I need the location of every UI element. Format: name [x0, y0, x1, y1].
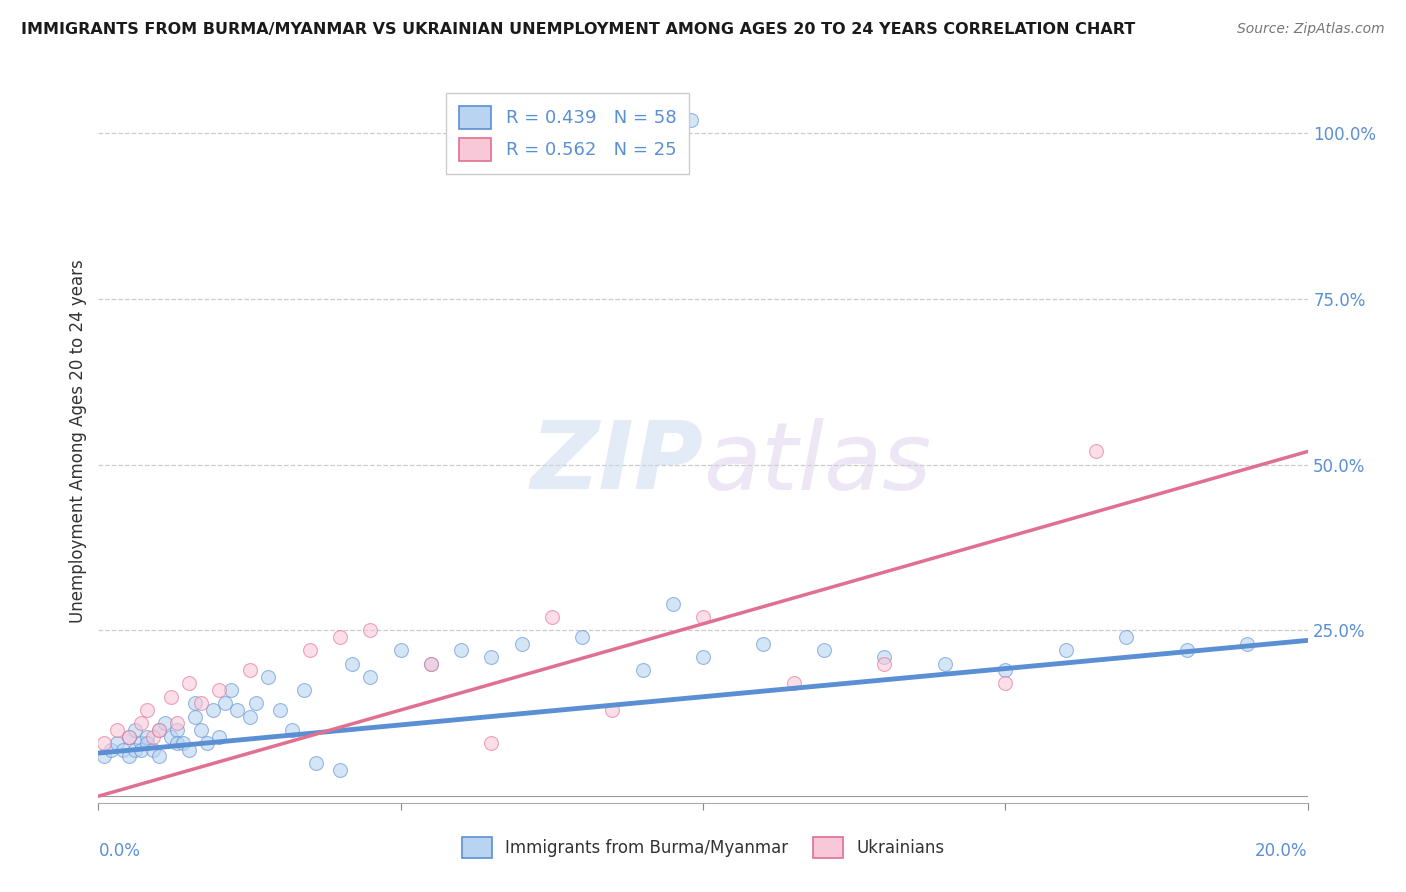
Point — [153, 716, 176, 731]
Point — [135, 703, 157, 717]
Point — [124, 743, 146, 757]
Point — [360, 624, 382, 638]
Point — [129, 743, 152, 757]
Point — [329, 630, 352, 644]
Point — [160, 690, 183, 704]
Point — [994, 676, 1017, 690]
Point — [481, 650, 503, 665]
Point — [994, 663, 1017, 677]
Point — [190, 697, 212, 711]
Point — [329, 763, 352, 777]
Point — [221, 683, 243, 698]
Point — [179, 676, 201, 690]
Point — [1236, 637, 1258, 651]
Point — [111, 743, 134, 757]
Point — [118, 730, 141, 744]
Point — [142, 743, 165, 757]
Point — [269, 703, 291, 717]
Point — [389, 643, 412, 657]
Point — [142, 730, 165, 744]
Point — [166, 716, 188, 731]
Text: 0.0%: 0.0% — [98, 842, 141, 860]
Point — [420, 657, 443, 671]
Point — [148, 723, 170, 737]
Point — [166, 736, 188, 750]
Point — [420, 657, 443, 671]
Point — [540, 610, 562, 624]
Point — [292, 683, 315, 698]
Point — [661, 597, 683, 611]
Point — [226, 703, 249, 717]
Point — [305, 756, 328, 770]
Point — [135, 736, 157, 750]
Text: IMMIGRANTS FROM BURMA/MYANMAR VS UKRAINIAN UNEMPLOYMENT AMONG AGES 20 TO 24 YEAR: IMMIGRANTS FROM BURMA/MYANMAR VS UKRAINI… — [21, 22, 1135, 37]
Point — [602, 703, 624, 717]
Point — [202, 703, 225, 717]
Point — [360, 670, 382, 684]
Text: Source: ZipAtlas.com: Source: ZipAtlas.com — [1237, 22, 1385, 37]
Point — [692, 650, 714, 665]
Point — [124, 723, 146, 737]
Point — [245, 697, 267, 711]
Point — [1085, 444, 1108, 458]
Text: atlas: atlas — [703, 417, 931, 508]
Point — [783, 676, 806, 690]
Point — [184, 709, 207, 723]
Point — [873, 650, 896, 665]
Point — [118, 749, 141, 764]
Point — [184, 697, 207, 711]
Point — [118, 730, 141, 744]
Point — [873, 657, 896, 671]
Point — [256, 670, 278, 684]
Point — [1054, 643, 1077, 657]
Point — [100, 743, 122, 757]
Legend: Immigrants from Burma/Myanmar, Ukrainians: Immigrants from Burma/Myanmar, Ukrainian… — [453, 829, 953, 867]
Point — [1115, 630, 1137, 644]
Point — [934, 657, 956, 671]
Point — [166, 723, 188, 737]
Point — [752, 637, 775, 651]
Point — [208, 683, 231, 698]
Point — [172, 736, 194, 750]
Point — [631, 663, 654, 677]
Point — [105, 723, 128, 737]
Point — [129, 716, 152, 731]
Point — [105, 736, 128, 750]
Point — [510, 637, 533, 651]
Point — [179, 743, 201, 757]
Point — [1175, 643, 1198, 657]
Point — [571, 630, 593, 644]
Point — [195, 736, 218, 750]
Point — [160, 730, 183, 744]
Text: ZIP: ZIP — [530, 417, 703, 509]
Point — [281, 723, 304, 737]
Point — [148, 723, 170, 737]
Point — [93, 736, 115, 750]
Y-axis label: Unemployment Among Ages 20 to 24 years: Unemployment Among Ages 20 to 24 years — [69, 260, 87, 624]
Point — [481, 736, 503, 750]
Point — [208, 730, 231, 744]
Point — [239, 663, 262, 677]
Point — [135, 730, 157, 744]
Point — [93, 749, 115, 764]
Point — [190, 723, 212, 737]
Point — [813, 643, 835, 657]
Point — [129, 736, 152, 750]
Point — [342, 657, 364, 671]
Point — [299, 643, 322, 657]
Point — [679, 113, 702, 128]
Point — [148, 749, 170, 764]
Point — [239, 709, 262, 723]
Text: 20.0%: 20.0% — [1256, 842, 1308, 860]
Point — [214, 697, 236, 711]
Point — [450, 643, 472, 657]
Point — [692, 610, 714, 624]
